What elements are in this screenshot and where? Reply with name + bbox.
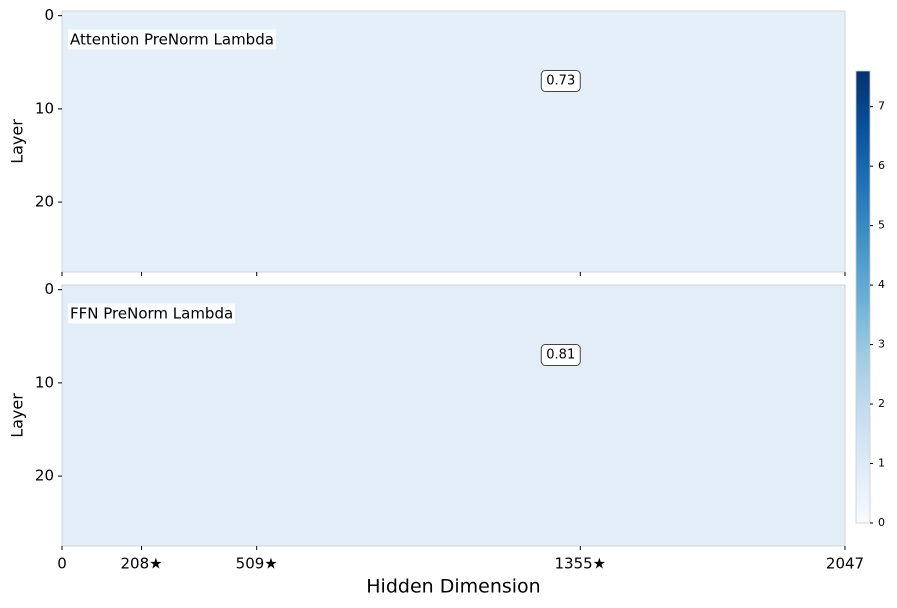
- heatmap-cells: [61, 10, 846, 273]
- annotation: 0.81: [546, 348, 575, 363]
- y-tick-label: 20: [35, 193, 54, 211]
- panel-label: Attention PreNorm Lambda: [70, 31, 274, 49]
- annotation-box: [540, 344, 581, 366]
- x-tick-label: 0: [57, 555, 67, 573]
- y-tick-label: 20: [35, 467, 54, 485]
- x-tick-label: 509★: [236, 555, 278, 573]
- colorbar-tick-label: 7: [878, 100, 885, 113]
- panel-label-bg: [68, 303, 236, 324]
- colorbar-tick-label: 3: [878, 338, 885, 351]
- colorbar-tick-label: 1: [878, 457, 885, 470]
- panel-label: FFN PreNorm Lambda: [70, 305, 233, 323]
- colorbar-tick-label: 2: [878, 397, 885, 410]
- x-tick-label: 1355★: [554, 555, 606, 573]
- colorbar-tick-label: 5: [878, 219, 885, 232]
- y-tick-label: 10: [35, 373, 54, 391]
- x-tick-label: 208★: [121, 555, 163, 573]
- colorbar: [855, 70, 871, 524]
- y-tick-label: 0: [44, 6, 54, 24]
- x-tick-label: 2047: [826, 555, 864, 573]
- y-axis-label: Layer: [8, 393, 27, 438]
- x-axis-label: Hidden Dimension: [366, 576, 540, 598]
- colorbar-tick-label: 6: [878, 159, 885, 172]
- colorbar-tick-label: 4: [878, 278, 885, 291]
- y-tick-label: 0: [44, 280, 54, 298]
- colorbar-tick-label: 0: [878, 516, 885, 529]
- y-tick-label: 10: [35, 99, 54, 117]
- y-axis-label: Layer: [8, 119, 27, 164]
- annotation: 0.73: [546, 74, 575, 89]
- heatmap-cells: [61, 284, 846, 547]
- panel-label-bg: [68, 29, 276, 50]
- annotation-box: [540, 70, 581, 92]
